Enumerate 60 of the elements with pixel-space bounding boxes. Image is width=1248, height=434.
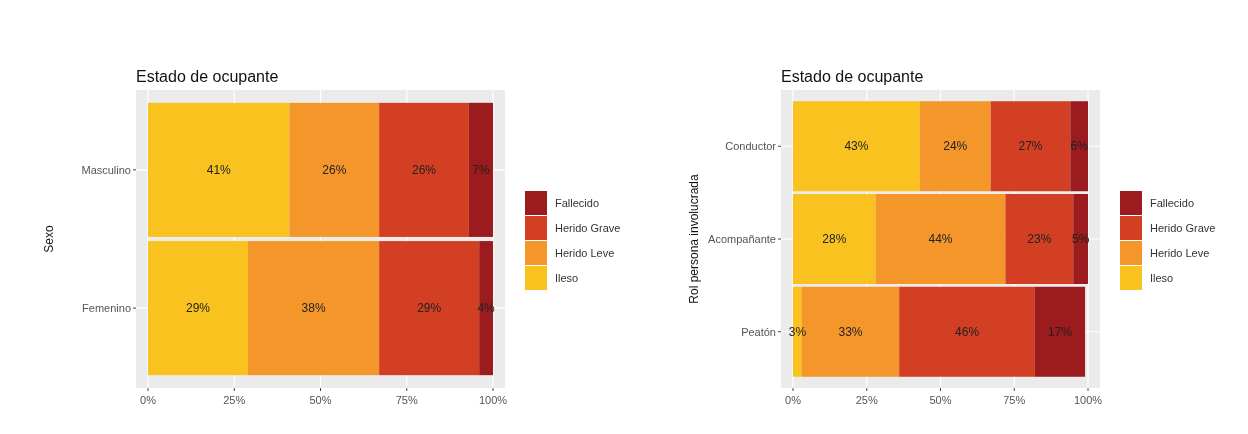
- bar: [1034, 286, 1086, 377]
- y-tick-label: Conductor: [725, 140, 777, 153]
- legend-label: Fallecido: [555, 196, 600, 209]
- data-label: 24%: [943, 139, 968, 154]
- data-label: 29%: [186, 301, 211, 316]
- bar: [289, 102, 380, 237]
- bar: [899, 286, 1035, 377]
- x-tick-label: 100%: [1073, 394, 1103, 406]
- bar: [793, 194, 876, 284]
- data-label: 26%: [322, 163, 347, 178]
- y-tick-label: Femenino: [82, 301, 131, 314]
- chart-title: Estado de ocupante: [136, 68, 279, 85]
- x-tick-label: 75%: [1003, 394, 1026, 406]
- legend-label: Herido Grave: [555, 221, 621, 234]
- y-axis-title: Sexo: [42, 225, 56, 253]
- x-tick-label: 50%: [309, 394, 332, 406]
- data-label: 23%: [1027, 232, 1052, 247]
- x-tick-label: 25%: [855, 394, 878, 406]
- bar: [148, 102, 290, 237]
- data-label: 41%: [206, 163, 232, 178]
- x-tick-label: 0%: [140, 394, 157, 406]
- legend-label: Ileso: [555, 271, 579, 284]
- bar: [875, 194, 1006, 284]
- data-label: 7%: [472, 163, 490, 178]
- bar: [919, 101, 991, 192]
- y-axis-title: Rol persona involucrada: [687, 173, 701, 304]
- x-tick-label: 75%: [395, 394, 418, 406]
- bar: [1005, 194, 1074, 284]
- bar: [379, 102, 469, 237]
- legend-label: Herido Leve: [1150, 246, 1210, 259]
- data-label: 17%: [1047, 324, 1073, 339]
- data-label: 33%: [838, 324, 863, 339]
- legend-label: Fallecido: [1150, 196, 1195, 209]
- legend-label: Ileso: [1150, 271, 1174, 284]
- data-label: 6%: [1070, 139, 1089, 154]
- y-tick-label: Peatón: [741, 325, 776, 338]
- bar: [990, 101, 1071, 192]
- data-label: 43%: [844, 139, 869, 154]
- data-label: 29%: [417, 301, 442, 316]
- x-tick-label: 25%: [223, 394, 246, 406]
- data-label: 27%: [1018, 139, 1043, 154]
- y-tick-label: Masculino: [81, 163, 131, 176]
- bar: [793, 101, 920, 192]
- x-tick-label: 0%: [785, 394, 802, 406]
- bar: [1070, 101, 1088, 192]
- bar: [468, 102, 493, 237]
- y-tick-label: Acompañante: [708, 232, 776, 245]
- data-label: 28%: [822, 232, 847, 247]
- data-label: 46%: [955, 324, 980, 339]
- bar: [248, 241, 380, 376]
- x-tick-label: 100%: [478, 394, 508, 406]
- bar: [148, 241, 249, 376]
- chart-title: Estado de ocupante: [781, 68, 924, 85]
- data-label: 38%: [301, 301, 326, 316]
- data-label: 26%: [411, 163, 437, 178]
- legend-label: Herido Leve: [555, 246, 615, 259]
- x-tick-label: 50%: [929, 394, 952, 406]
- bar: [479, 241, 493, 376]
- data-label: 44%: [928, 232, 953, 247]
- legend-label: Herido Grave: [1150, 221, 1216, 234]
